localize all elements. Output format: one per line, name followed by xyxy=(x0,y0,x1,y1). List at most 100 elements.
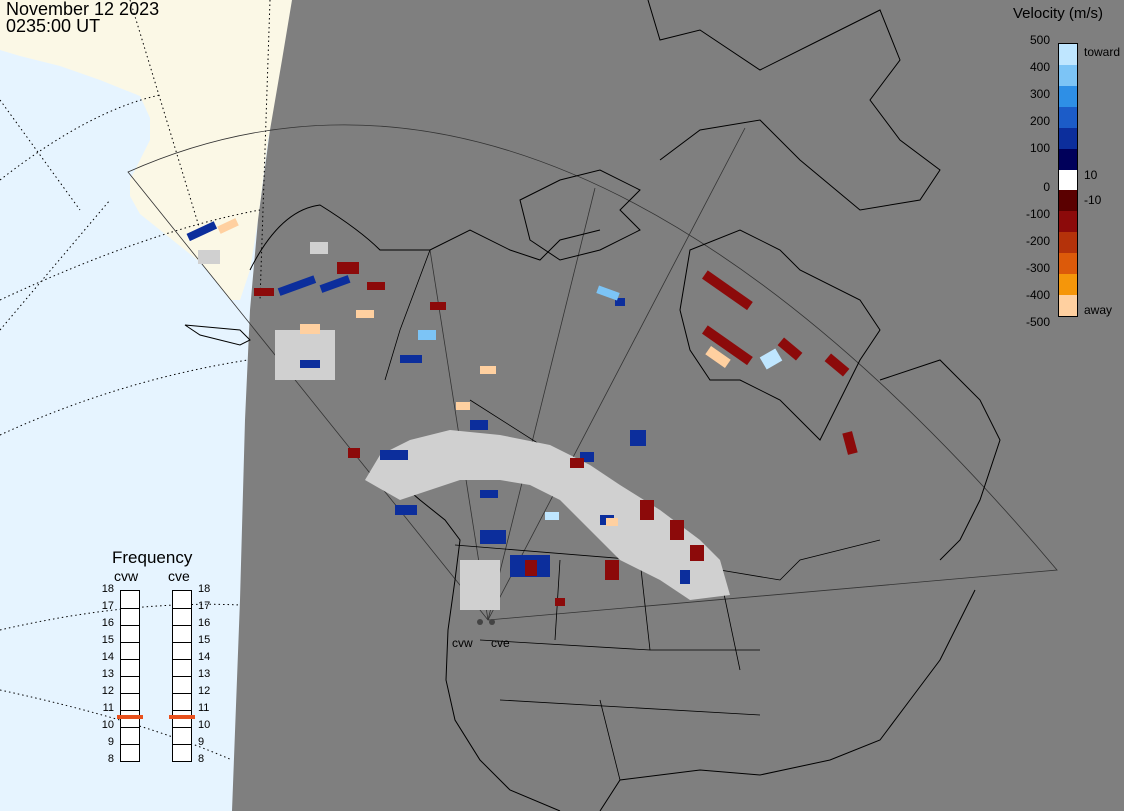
echo-cell xyxy=(300,360,320,368)
echo-cell xyxy=(702,270,753,311)
echo-cell xyxy=(680,570,690,584)
away-label: away xyxy=(1084,303,1113,317)
velocity-color-segment xyxy=(1059,44,1077,66)
echo-cell xyxy=(759,348,783,370)
frequency-tick-label: 17 xyxy=(198,600,211,612)
echo-cell xyxy=(277,275,317,296)
frequency-tick-label: 16 xyxy=(198,617,211,629)
frequency-grid-line xyxy=(173,693,191,694)
frequency-grid-line xyxy=(121,676,139,677)
frequency-grid-line xyxy=(173,608,191,609)
frequency-tick-label: 14 xyxy=(198,651,211,663)
frequency-grid-line xyxy=(121,608,139,609)
frequency-tick-label: 18 xyxy=(198,583,211,595)
velocity-echoes-toward xyxy=(186,221,690,584)
velocity-tick-label: 100 xyxy=(1029,141,1050,155)
velocity-color-segment xyxy=(1059,295,1077,317)
velocity-color-segment xyxy=(1059,106,1077,129)
labrador-coast xyxy=(879,359,1001,561)
frequency-grid-line xyxy=(173,744,191,745)
velocity-color-segment xyxy=(1059,169,1077,191)
velocity-tick-label: -500 xyxy=(1025,315,1050,329)
radar-site-marker xyxy=(489,619,495,625)
echo-cell xyxy=(824,353,850,377)
echo-cell xyxy=(456,402,470,410)
echo-cell xyxy=(525,560,537,576)
echo-cell xyxy=(777,337,803,361)
ground-scatter xyxy=(198,242,730,610)
frequency-tick-label: 15 xyxy=(101,634,114,646)
header: November 12 2023 0235:00 UT xyxy=(6,0,160,35)
ground-scatter-cell xyxy=(198,250,220,264)
velocity-tick-label: 200 xyxy=(1029,114,1050,128)
velocity-color-segment xyxy=(1059,232,1077,254)
velocity-color-segment xyxy=(1059,253,1077,275)
pacific-coast xyxy=(384,469,561,811)
echo-cell xyxy=(555,598,565,606)
echo-cell xyxy=(545,512,559,520)
echo-cell xyxy=(186,221,218,242)
echo-cell xyxy=(348,448,360,458)
frequency-grid-line xyxy=(173,710,191,711)
echo-cell xyxy=(596,285,620,301)
frequency-tick-label: 17 xyxy=(101,600,114,612)
frequency-tick-label: 10 xyxy=(101,719,114,731)
ground-scatter-band xyxy=(365,430,730,600)
echo-cell xyxy=(690,545,704,561)
velocity-color-segment xyxy=(1059,274,1077,296)
velocity-echoes-away xyxy=(254,262,858,606)
echo-cell xyxy=(300,324,320,334)
hudson-bay-coast xyxy=(679,229,881,441)
ground-scatter-cell xyxy=(310,242,328,254)
echo-cell xyxy=(356,310,374,318)
echo-cell xyxy=(430,302,446,310)
latitude-line xyxy=(0,209,261,301)
coastlines xyxy=(184,0,1001,811)
frequency-tick-label: 16 xyxy=(101,617,114,629)
frequency-tick-label: 10 xyxy=(198,719,211,731)
fov-beam-edge xyxy=(487,187,596,621)
echo-cell xyxy=(640,500,654,520)
frequency-cvw-bar xyxy=(117,590,143,762)
frequency-tick-label: 14 xyxy=(101,651,114,663)
frequency-cvw-label: cvw xyxy=(114,568,139,584)
longitude-line xyxy=(259,0,271,301)
frequency-tick-label: 11 xyxy=(198,702,210,714)
velocity-color-segment xyxy=(1059,127,1077,150)
frequency-grid-line xyxy=(121,625,139,626)
echo-cell xyxy=(615,298,625,306)
frequency-marker xyxy=(117,714,143,719)
velocity-color-segment xyxy=(1059,64,1077,87)
daylight-island xyxy=(0,20,60,50)
frequency-tick-label: 13 xyxy=(101,668,114,680)
echo-cell xyxy=(367,282,385,290)
frequency-grid-line xyxy=(173,625,191,626)
velocity-tick-label: 300 xyxy=(1029,87,1050,101)
frequency-tick-label: 12 xyxy=(198,685,211,697)
radar-label-cvw: cvw xyxy=(452,636,473,650)
echo-cell xyxy=(580,452,594,462)
velocity-color-segment xyxy=(1059,85,1077,108)
velocity-title: Velocity (m/s) xyxy=(1013,5,1104,22)
arctic-islands xyxy=(519,169,641,261)
echo-cell xyxy=(480,490,498,498)
yukon-border xyxy=(384,249,431,381)
toward-label: toward xyxy=(1084,45,1121,59)
echo-cell xyxy=(570,458,584,468)
velocity-color-segment xyxy=(1059,190,1077,212)
frequency-tick-label: 9 xyxy=(107,736,114,748)
frequency-tick-label: 9 xyxy=(198,736,205,748)
frequency-tick-label: 15 xyxy=(198,634,211,646)
velocity-tick-label: -10 xyxy=(1084,193,1102,207)
velocity-tick-label: 400 xyxy=(1029,60,1050,74)
night-shadow-region xyxy=(232,0,1124,811)
date-label: November 12 2023 xyxy=(6,0,160,19)
echo-cell xyxy=(319,275,351,293)
frequency-grid-line xyxy=(173,642,191,643)
fov-beam-edge xyxy=(487,127,746,621)
velocity-tick-labels: 500 400 300 200 100 10 0 -10 -100 -200 -300 -400 -50… xyxy=(1010,33,1101,329)
echo-cell xyxy=(842,431,858,455)
velocity-tick-label: -300 xyxy=(1025,261,1050,275)
echo-cell xyxy=(337,262,359,274)
velocity-tick-label: -200 xyxy=(1025,234,1050,248)
